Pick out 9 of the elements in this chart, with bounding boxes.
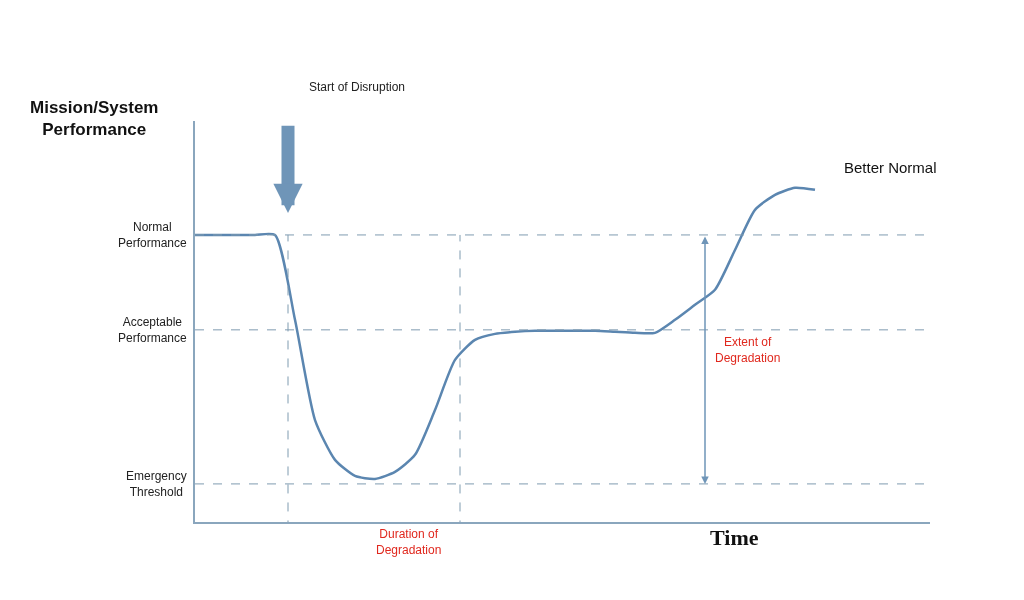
x-axis-title: Time bbox=[710, 525, 759, 550]
text: Duration of Degradation bbox=[376, 527, 442, 557]
text: Better Normal bbox=[844, 159, 937, 176]
ref-line-label: Emergency Threshold bbox=[126, 469, 187, 499]
ref-line-label: Normal Performance bbox=[118, 220, 188, 250]
ref-line-label: Acceptable Performance bbox=[118, 315, 188, 345]
y-axis-title: Mission/System Performance bbox=[30, 98, 159, 140]
text: Start of Disruption bbox=[309, 80, 406, 94]
annotation: Extent of Degradation bbox=[715, 335, 781, 365]
